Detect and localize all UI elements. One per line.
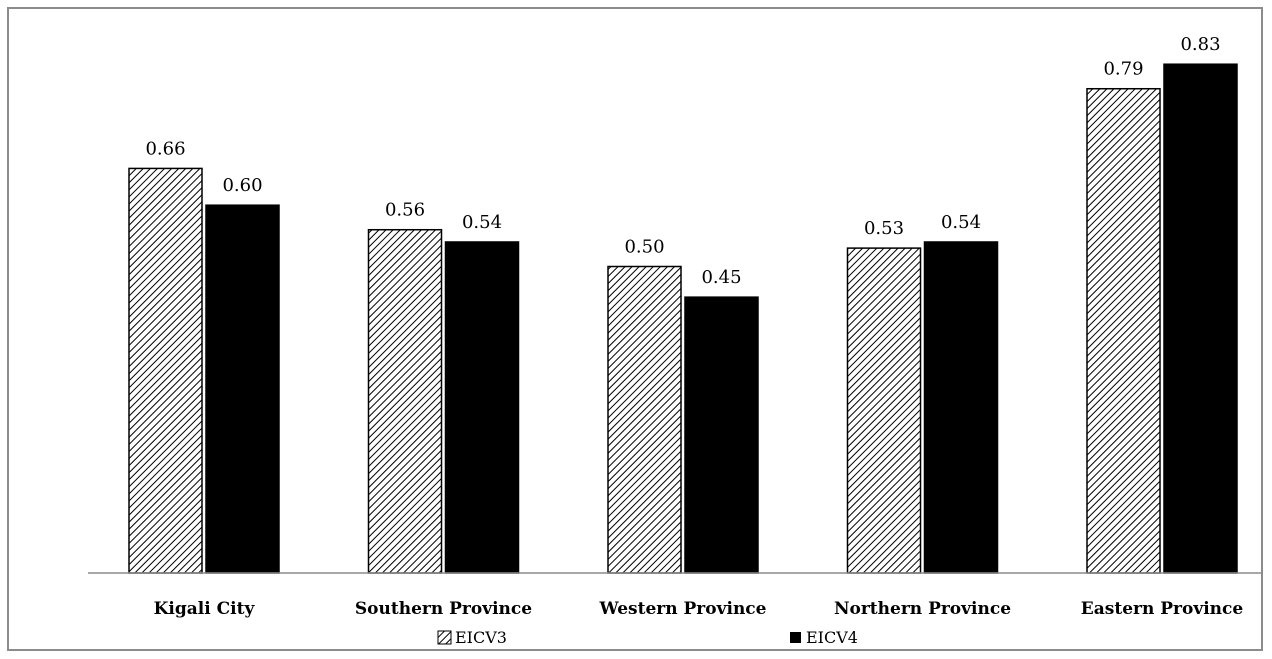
bar-eicv4-kigali-city	[205, 204, 280, 574]
legend: EICV3 EICV4	[437, 628, 858, 647]
data-label-eicv3-kigali-city: 0.66	[145, 138, 185, 159]
legend-label-eicv4: EICV4	[806, 628, 858, 647]
category-label-western-province: Western Province	[599, 599, 767, 619]
data-label-eicv3-southern-province: 0.56	[385, 200, 425, 221]
bar-eicv3-eastern-province	[1086, 87, 1161, 574]
legend-swatch-eicv3	[437, 630, 452, 645]
data-label-eicv4-southern-province: 0.54	[462, 212, 502, 233]
category-label-eastern-province: Eastern Province	[1081, 599, 1244, 619]
bar-eicv3-western-province	[607, 265, 682, 574]
data-label-eicv4-eastern-province: 0.83	[1180, 34, 1220, 55]
data-label-eicv4-northern-province: 0.54	[941, 212, 981, 233]
category-label-northern-province: Northern Province	[834, 599, 1011, 619]
bars-layer	[128, 63, 1238, 574]
bar-eicv3-kigali-city	[128, 167, 203, 574]
data-label-eicv3-western-province: 0.50	[624, 237, 664, 258]
data-label-eicv4-western-province: 0.45	[701, 267, 741, 288]
bar-eicv4-southern-province	[444, 241, 520, 574]
bar-eicv4-eastern-province	[1163, 63, 1238, 574]
bar-eicv3-southern-province	[367, 228, 443, 574]
bar-eicv4-northern-province	[923, 241, 999, 574]
bar-eicv4-western-province	[684, 296, 759, 574]
data-label-eicv3-eastern-province: 0.79	[1103, 59, 1143, 80]
category-label-kigali-city: Kigali City	[154, 599, 256, 619]
data-label-eicv3-northern-province: 0.53	[864, 218, 904, 239]
labels-layer: 0.66 0.60 Kigali City 0.56 0.54 Southern Prov…	[145, 34, 1243, 619]
legend-swatch-eicv4	[790, 632, 801, 643]
category-label-southern-province: Southern Province	[355, 599, 532, 619]
data-label-eicv4-kigali-city: 0.60	[222, 175, 262, 196]
legend-label-eicv3: EICV3	[455, 628, 507, 647]
bar-eicv3-northern-province	[846, 247, 922, 574]
